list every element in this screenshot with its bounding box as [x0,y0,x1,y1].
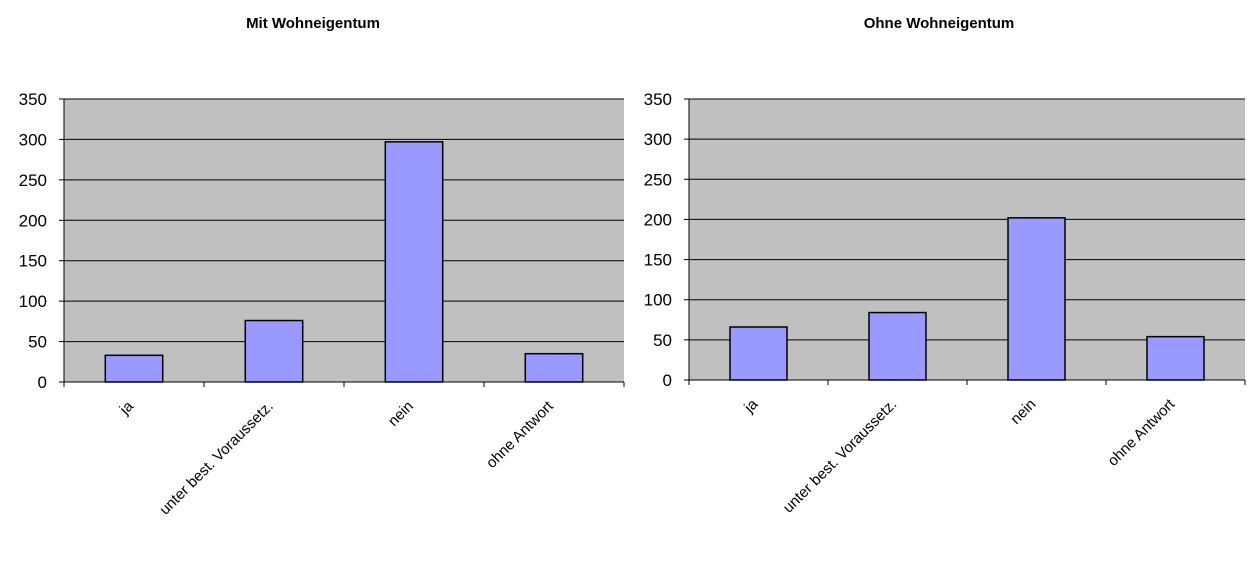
bar-unter-best-voraussetz- [244,319,304,383]
y-tick-label: 250 [644,170,672,189]
bar-ja [729,326,788,381]
bars [104,141,584,383]
axes [684,98,1246,385]
y-tick-label: 50 [28,333,47,352]
chart-ohne-wohneigentum: Ohne Wohneigentum 050100150200250300350 … [644,15,1246,516]
x-category-label: ja [116,397,137,418]
x-category-labels: ja unter best. Voraussetz. nein ohne Antwor… [740,395,1179,516]
y-tick-label: 150 [644,251,672,270]
bar-unter-best-voraussetz- [868,311,927,381]
bar-nein [1007,217,1066,381]
x-category-label: unter best. Voraussetz. [780,396,901,517]
y-tick-labels: 0 50 100 150 200 250 300 350 [19,90,47,392]
gridlines [689,98,1245,341]
x-category-label: nein [385,398,417,430]
y-tick-label: 300 [19,130,47,149]
chart-title: Mit Wohneigentum [246,15,380,32]
axes [59,98,625,387]
x-category-label: ohne Antwort [1104,395,1179,470]
chart-title: Ohne Wohneigentum [864,15,1015,32]
bars [729,217,1205,381]
y-tick-label: 50 [653,331,672,350]
y-tick-labels: 0 50 100 150 200 250 300 350 [644,90,672,390]
x-category-label: ja [740,395,761,416]
chart-mit-wohneigentum: Mit Wohneigentum 0 50 100 150 200 250 300 350 j… [19,15,625,518]
x-category-label: ohne Antwort [483,397,558,472]
x-category-label: unter best. Voraussetz. [156,398,277,519]
y-tick-label: 250 [19,171,47,190]
y-tick-label: 350 [644,90,672,109]
bar-ohne-antwort [1146,335,1205,381]
y-tick-label: 100 [19,292,47,311]
y-tick-label: 0 [38,373,47,392]
x-category-label: nein [1007,396,1039,428]
gridlines [64,98,624,343]
bar-nein [384,141,444,383]
bar-ja [104,354,164,383]
y-tick-label: 150 [19,252,47,271]
x-category-labels: ja unter best. Voraussetz. nein ohne Antwor… [116,397,558,518]
y-tick-label: 300 [644,130,672,149]
plot-area [64,99,624,382]
y-tick-label: 350 [19,90,47,109]
y-tick-label: 200 [19,211,47,230]
y-tick-label: 200 [644,210,672,229]
y-tick-label: 100 [644,291,672,310]
bar-ohne-antwort [524,352,584,383]
y-tick-label: 0 [663,371,672,390]
